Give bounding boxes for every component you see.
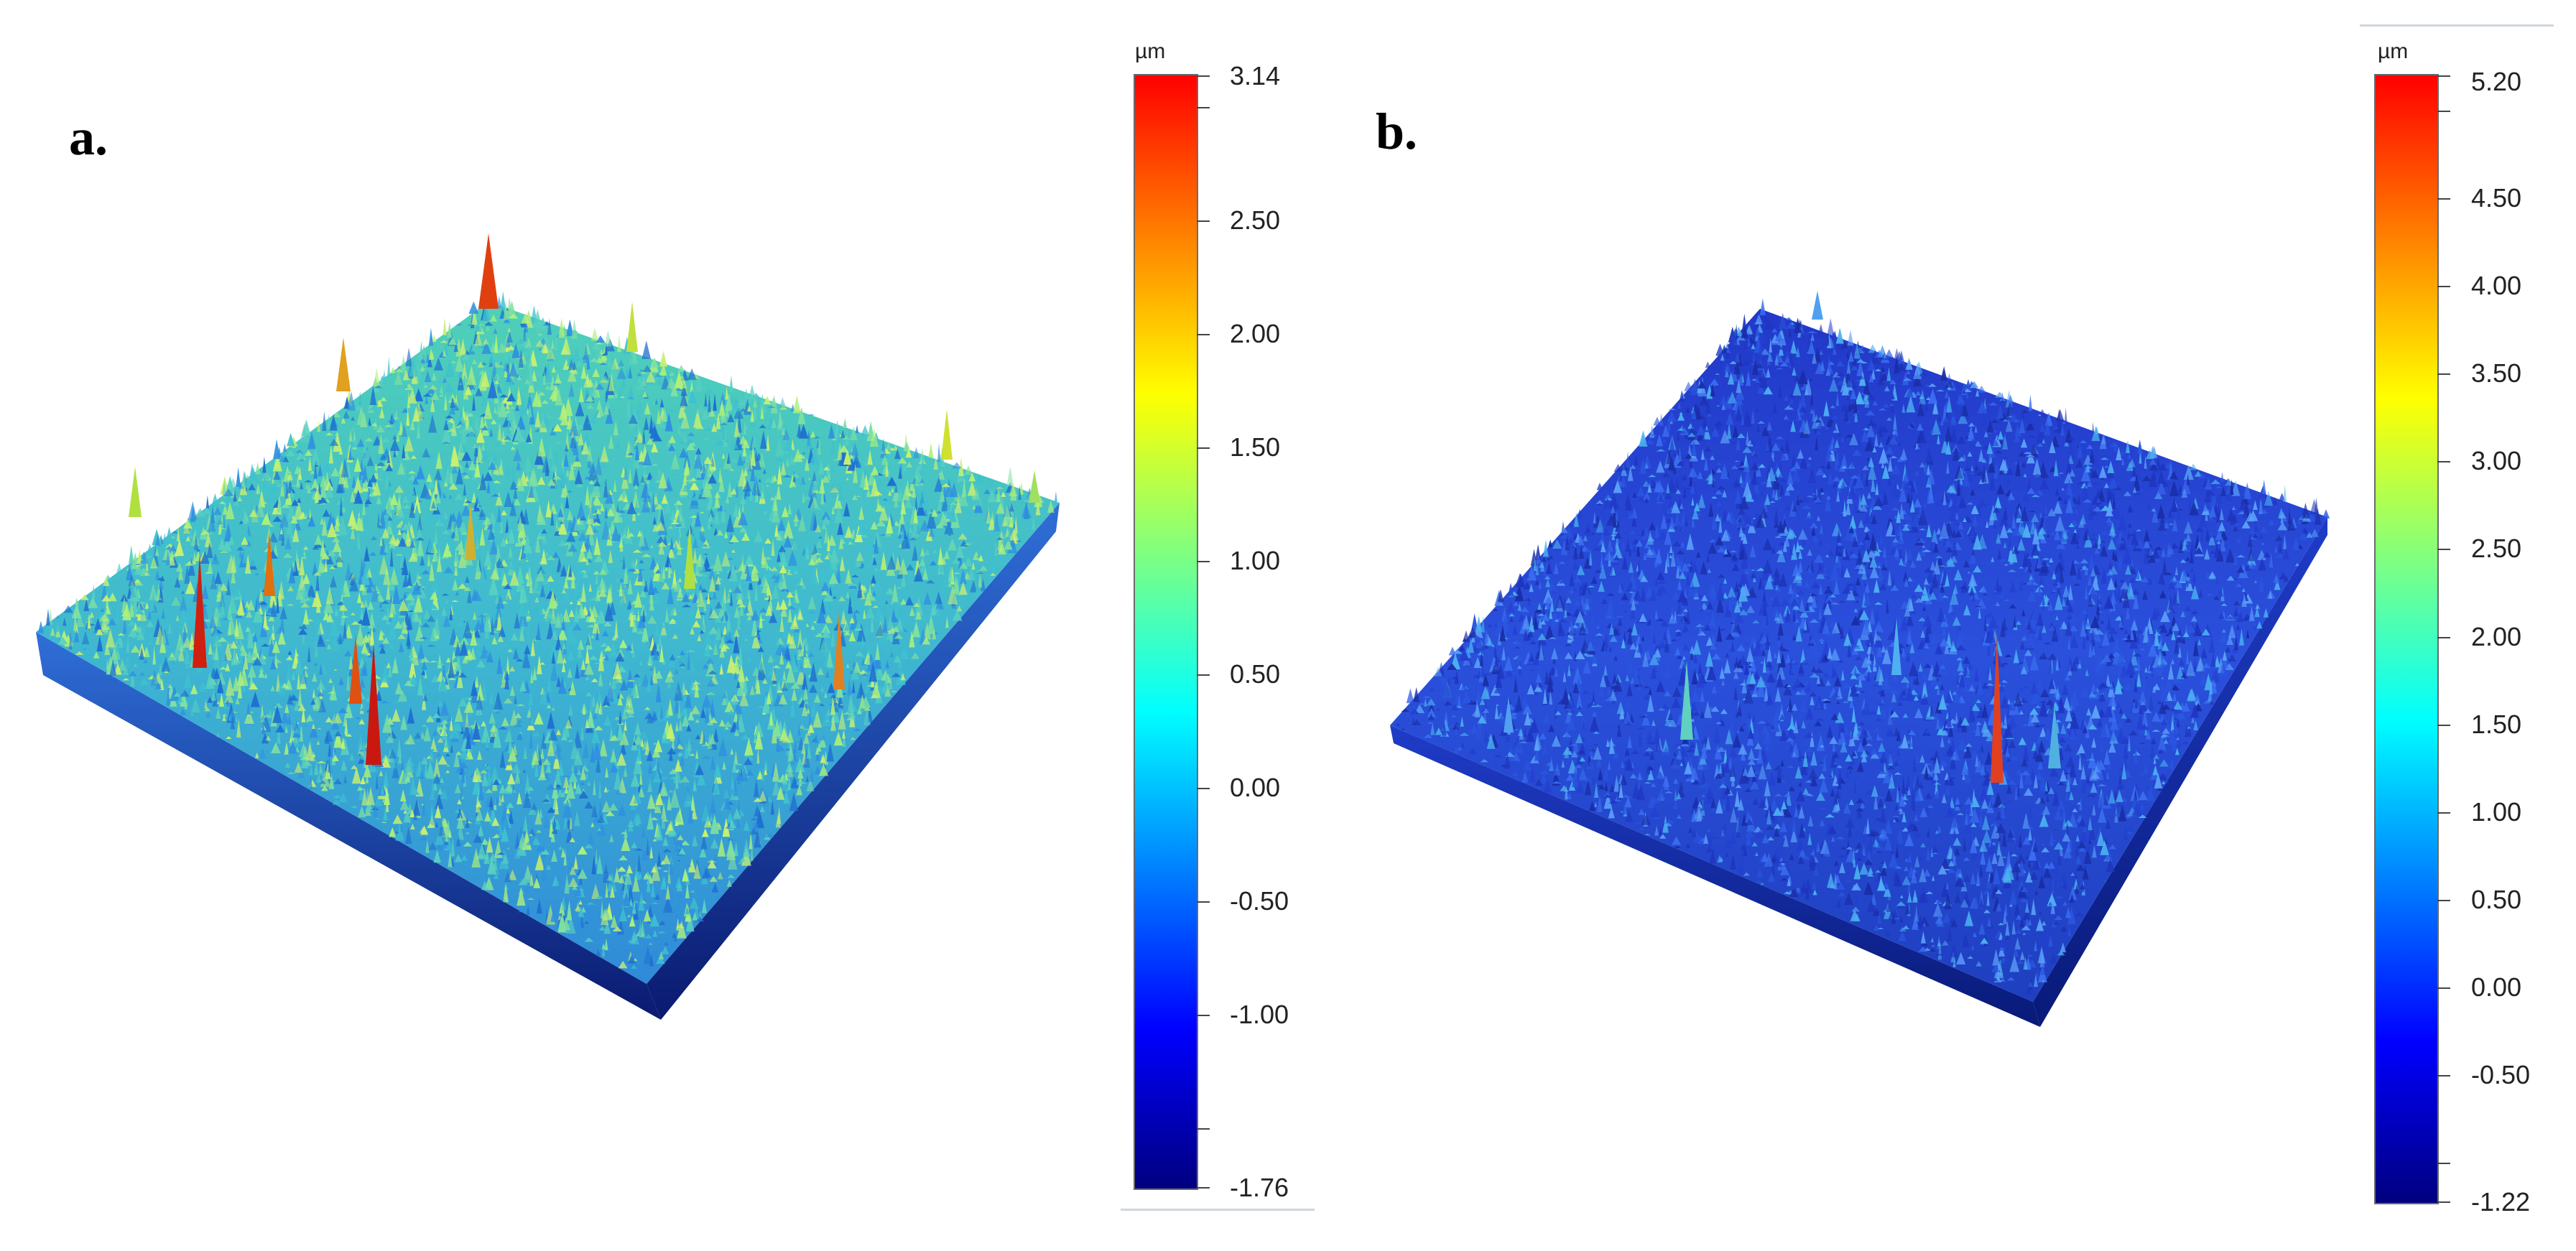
colorbar-tick	[2437, 811, 2450, 814]
surface-peak	[478, 233, 499, 309]
colorbar-tick	[1197, 447, 1210, 450]
surface-a-peaks	[129, 233, 1040, 765]
colorbar-tick	[2437, 636, 2450, 638]
colorbar-tick	[1197, 334, 1210, 336]
colorbar-tick	[1197, 901, 1210, 903]
surface-b	[1390, 291, 2330, 1027]
colorbar-b-gradient	[2374, 74, 2439, 1204]
colorbar-tick	[2437, 899, 2450, 901]
colorbar-tick-label: 2.50	[2471, 534, 2522, 564]
colorbar-b-max-label: 5.20	[2471, 67, 2522, 96]
colorbar-tick	[2437, 197, 2450, 200]
surface-peak	[465, 503, 476, 560]
surface-peak	[129, 467, 142, 517]
surface-peak	[2048, 704, 2061, 768]
colorbar-minor-tick	[2437, 1163, 2450, 1165]
colorbar-minor-tick	[1197, 1127, 1210, 1130]
colorbar-end-tick	[2437, 75, 2450, 77]
colorbar-tick-label: 0.50	[1230, 659, 1281, 689]
colorbar-tick-label: 1.00	[1230, 546, 1281, 576]
surface-peak	[626, 302, 638, 352]
colorbar-a-unit: µm	[1135, 39, 1166, 63]
colorbar-a-gradient	[1134, 74, 1198, 1190]
surface-a-side-right	[647, 503, 1060, 1020]
surface-b-peaks	[1504, 291, 2061, 783]
colorbar-tick-label: 1.50	[1230, 432, 1281, 462]
colorbar-tick	[2437, 987, 2450, 990]
surface-peak	[336, 338, 351, 391]
colorbar-tick	[2437, 461, 2450, 463]
surface-a-top	[36, 302, 1060, 984]
colorbar-a-max-label: 3.14	[1230, 61, 1281, 90]
colorbar-tick	[1197, 561, 1210, 563]
surface-peak	[1891, 618, 1901, 675]
panel-a-label: a.	[69, 108, 108, 166]
surface-peak	[684, 524, 695, 589]
colorbar-a-min-label: -1.76	[1230, 1173, 1289, 1202]
colorbar-tick-label: -0.50	[2471, 1060, 2531, 1090]
surface-peak	[1812, 291, 1823, 320]
colorbar-tick	[1197, 1014, 1210, 1016]
colorbar-tick-label: 0.00	[2471, 972, 2522, 1003]
colorbar-tick-label: 2.00	[2471, 621, 2522, 651]
panel-b-label: b.	[1376, 103, 1418, 160]
colorbar-b-top-line	[2360, 24, 2554, 27]
colorbar-tick	[2437, 1075, 2450, 1077]
colorbar-tick-label: 1.50	[2471, 709, 2522, 739]
surface-peak	[941, 409, 953, 460]
colorbar-minor-tick	[2437, 110, 2450, 112]
colorbar-tick	[1197, 674, 1210, 676]
surface-peak	[349, 636, 362, 704]
surface-peak	[264, 531, 275, 596]
surface-peak	[1991, 632, 2003, 783]
colorbar-b-unit: µm	[2378, 39, 2409, 63]
colorbar-b-min-label: -1.22	[2471, 1187, 2531, 1217]
colorbar-tick-label: 0.00	[1230, 772, 1281, 802]
colorbar-tick-label: -1.00	[1230, 999, 1289, 1029]
colorbar-tick	[1197, 787, 1210, 789]
surface-peak	[193, 553, 207, 668]
colorbar-tick-label: 3.50	[2471, 358, 2522, 389]
surface-peak	[1029, 470, 1040, 503]
colorbar-tick-label: 2.00	[1230, 319, 1281, 349]
colorbar-tick-label: 2.50	[1230, 205, 1281, 236]
colorbar-tick-label: -0.50	[1230, 885, 1289, 916]
surface-b-side-right	[2033, 517, 2327, 1027]
colorbar-end-tick	[1197, 75, 1210, 77]
colorbar-end-tick	[2437, 1201, 2450, 1203]
surface-peak	[833, 610, 845, 689]
colorbar-a-baseline	[1121, 1209, 1315, 1211]
colorbar-minor-tick	[1197, 107, 1210, 109]
colorbar-tick-label: 1.00	[2471, 796, 2522, 827]
colorbar-tick	[2437, 549, 2450, 551]
surface-a-side-front	[36, 632, 661, 1020]
colorbar-tick	[2437, 724, 2450, 726]
surface-peak	[1680, 661, 1693, 740]
colorbar-tick-label: 0.50	[2471, 884, 2522, 914]
colorbar-tick	[2437, 373, 2450, 376]
colorbar-end-tick	[1197, 1187, 1210, 1189]
surface-a	[36, 233, 1060, 1020]
colorbar-tick	[2437, 286, 2450, 288]
colorbar-tick-label: 4.50	[2471, 182, 2522, 213]
surface-b-side-front	[1390, 725, 2040, 1027]
surface-peak	[366, 643, 381, 765]
colorbar-tick-label: 3.00	[2471, 446, 2522, 476]
colorbar-tick	[1197, 220, 1210, 223]
colorbar-tick-label: 4.00	[2471, 271, 2522, 301]
surface-peak	[1504, 697, 1514, 733]
